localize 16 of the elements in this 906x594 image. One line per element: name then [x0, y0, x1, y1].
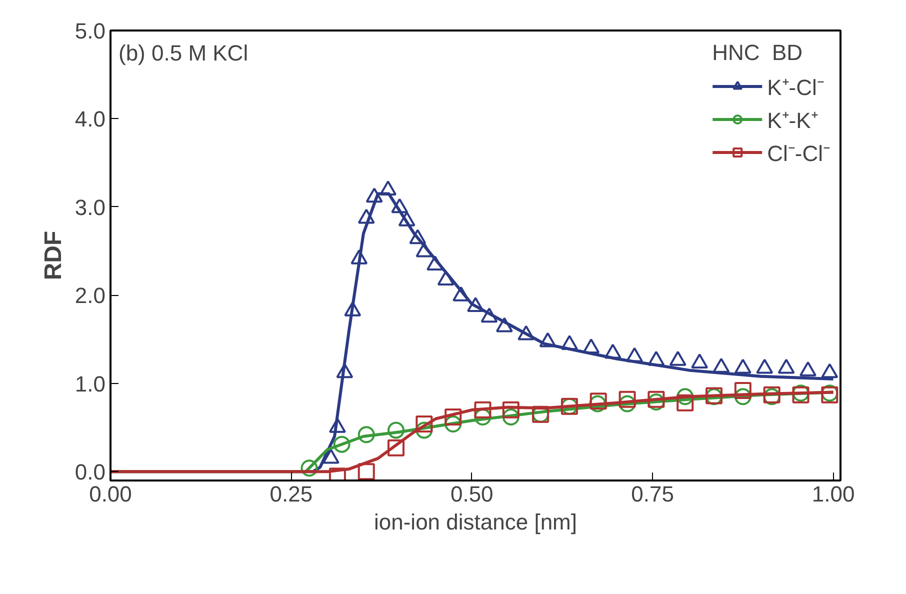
y-tick-label: 2.0	[74, 283, 106, 308]
legend-label: K⁺-Cl⁻	[767, 74, 824, 101]
y-tick-label: 3.0	[74, 194, 106, 220]
legend-label: K⁺-K⁺	[767, 107, 818, 134]
x-tick-label: 1.00	[812, 482, 855, 506]
y-tick-label: 5.0	[74, 18, 106, 44]
x-tick-label: 0.75	[631, 482, 674, 506]
legend-title: HNC BD	[712, 40, 804, 66]
legend-label: Cl⁻-Cl⁻	[767, 140, 830, 167]
x-tick-label: 0.25	[270, 482, 313, 506]
y-axis-title: RDF	[40, 230, 67, 280]
y-tick-label: 4.0	[74, 106, 106, 132]
y-tick-label: 1.0	[74, 371, 106, 396]
x-tick-label: 0.50	[450, 482, 494, 506]
x-axis-title: ion-ion distance [nm]	[374, 510, 577, 534]
annotation: (b) 0.5 M KCl	[118, 40, 248, 66]
